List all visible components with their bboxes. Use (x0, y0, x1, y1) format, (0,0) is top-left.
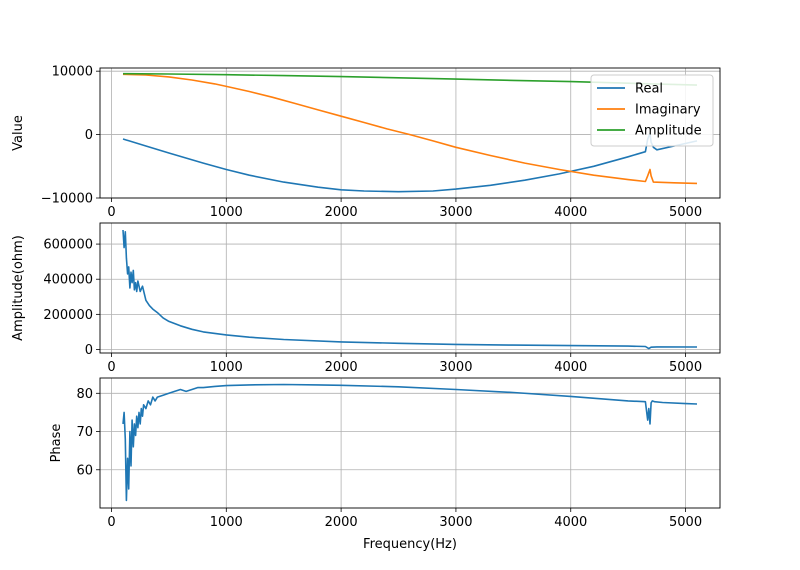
y-tick-label: 60 (76, 463, 93, 478)
y-tick-label: 0 (85, 128, 93, 143)
legend-label: Real (635, 82, 663, 97)
x-tick-label: 0 (107, 205, 115, 220)
axes-frame (99, 67, 721, 199)
x-tick-label: 3000 (439, 360, 472, 375)
y-tick-label: 70 (76, 425, 93, 440)
x-tick-label: 3000 (439, 205, 472, 220)
y-tick-label: −10000 (41, 192, 93, 207)
axes-frame (99, 377, 721, 509)
x-tick-label: 2000 (325, 360, 358, 375)
x-tick-label: 1000 (210, 515, 243, 530)
x-tick-label: 4000 (554, 515, 587, 530)
x-tick-label: 4000 (554, 205, 587, 220)
legend-label: Imaginary (635, 103, 701, 118)
y-axis-label: Amplitude(ohm) (11, 235, 26, 341)
y-tick-label: 0 (85, 343, 93, 358)
x-tick-label: 2000 (325, 515, 358, 530)
axes-frame (99, 222, 721, 354)
legend: Real Imaginary Amplitude (590, 74, 714, 147)
y-tick-label: 80 (76, 387, 93, 402)
subplot-3: 0 1000 2000 3000 4000 5000 60 70 80 Phase Frequenc… (49, 377, 721, 552)
series-line-imaginary (122, 73, 698, 185)
x-axis-label: Frequency(Hz) (363, 537, 457, 552)
y-tick-label: 600000 (43, 238, 93, 253)
x-tick-label: 1000 (210, 205, 243, 220)
x-tick-label: 3000 (439, 515, 472, 530)
x-tick-label: 4000 (554, 360, 587, 375)
x-tick-label: 0 (107, 360, 115, 375)
legend-label: Amplitude (635, 124, 702, 139)
x-tick-label: 5000 (669, 515, 702, 530)
x-tick-label: 0 (107, 515, 115, 530)
subplot-2: 0 1000 2000 3000 4000 5000 0 200000 400000 600000… (11, 222, 721, 375)
x-tick-label: 2000 (325, 205, 358, 220)
x-tick-label: 5000 (669, 205, 702, 220)
y-tick-label: 10000 (52, 65, 93, 80)
y-axis-label: Phase (49, 424, 64, 463)
y-axis-label: Value (11, 115, 26, 151)
y-tick-label: 200000 (43, 308, 93, 323)
series-line-amplitude (122, 72, 698, 86)
series-line-1 (122, 383, 698, 502)
y-tick-label: 400000 (43, 273, 93, 288)
legend-box (590, 74, 714, 147)
x-tick-label: 5000 (669, 360, 702, 375)
subplot-1: 0 1000 2000 3000 4000 5000 −10000 0 10000 Value Re… (11, 65, 721, 220)
x-tick-label: 1000 (210, 360, 243, 375)
series-line-1 (122, 229, 698, 350)
